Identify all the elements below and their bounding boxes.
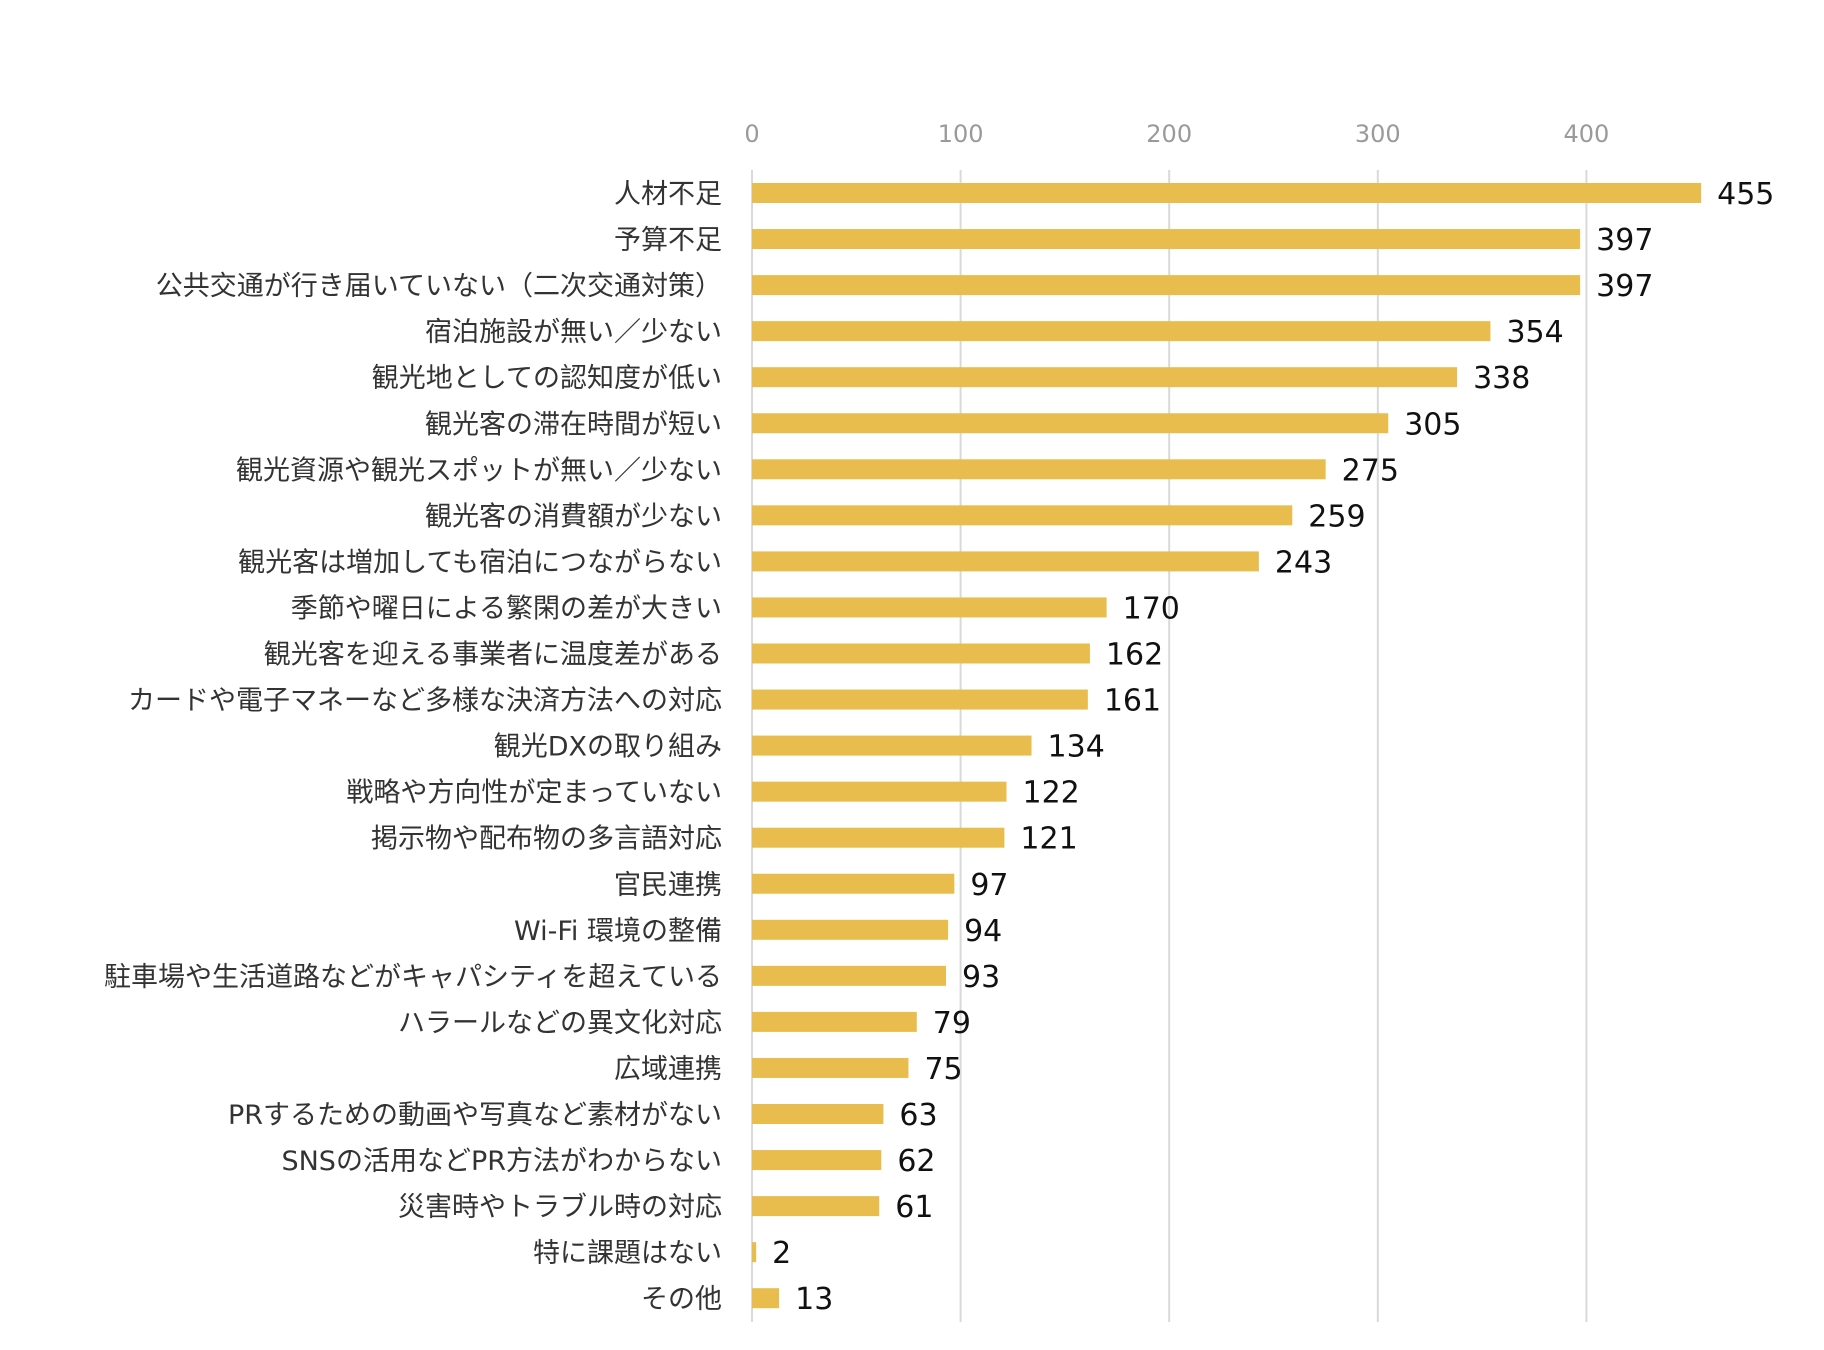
category-label: PRするための動画や写真など素材がない xyxy=(228,1100,722,1131)
value-label: 134 xyxy=(1048,730,1105,765)
value-label: 61 xyxy=(895,1190,933,1225)
category-label: 掲示物や配布物の多言語対応 xyxy=(371,824,722,855)
category-label: 人材不足 xyxy=(614,179,722,210)
bar xyxy=(752,781,1007,802)
value-label: 275 xyxy=(1342,453,1399,488)
value-label: 63 xyxy=(899,1098,937,1133)
category-label: 公共交通が行き届いていない（二次交通対策） xyxy=(156,271,722,302)
bar xyxy=(752,275,1581,296)
bar xyxy=(752,1288,780,1309)
value-label: 397 xyxy=(1596,223,1653,258)
category-label: 予算不足 xyxy=(614,225,722,256)
value-label: 121 xyxy=(1020,822,1077,857)
category-label: 観光客は増加しても宿泊につながらない xyxy=(238,547,722,578)
category-label: 観光客を迎える事業者に温度差がある xyxy=(264,640,722,671)
category-label: 戦略や方向性が定まっていない xyxy=(346,778,722,809)
category-label: カードや電子マネーなど多様な決済方法への対応 xyxy=(128,686,722,717)
category-label: ハラールなどの異文化対応 xyxy=(398,1008,722,1039)
value-label: 243 xyxy=(1275,545,1332,580)
bar xyxy=(752,551,1259,572)
bar xyxy=(752,505,1293,526)
value-label: 75 xyxy=(924,1052,962,1087)
value-label: 97 xyxy=(970,868,1008,903)
category-label: その他 xyxy=(641,1284,722,1315)
bar xyxy=(752,1057,909,1078)
category-label: 観光地としての認知度が低い xyxy=(372,363,722,394)
bar xyxy=(752,827,1005,848)
bars xyxy=(752,183,1702,1309)
category-label: SNSの活用などPR方法がわからない xyxy=(281,1146,722,1177)
bar xyxy=(752,1150,882,1171)
x-axis-ticks: 0 100 200 300 400 xyxy=(744,120,1609,148)
x-tick-label: 400 xyxy=(1563,120,1609,148)
value-label: 170 xyxy=(1123,591,1180,626)
value-label: 122 xyxy=(1022,776,1079,811)
value-label: 305 xyxy=(1404,407,1461,442)
value-label: 13 xyxy=(795,1282,833,1317)
x-tick-label: 200 xyxy=(1146,120,1192,148)
bar xyxy=(752,873,955,894)
value-label: 94 xyxy=(964,914,1002,949)
bar xyxy=(752,597,1107,618)
bar xyxy=(752,689,1088,710)
value-label: 62 xyxy=(897,1144,935,1179)
x-tick-label: 100 xyxy=(938,120,984,148)
category-label: 観光資源や観光スポットが無い／少ない xyxy=(236,455,722,486)
category-label: 宿泊施設が無い／少ない xyxy=(425,317,722,348)
bar xyxy=(752,413,1389,434)
bar xyxy=(752,183,1702,203)
category-label: 観光DXの取り組み xyxy=(494,732,722,763)
category-label: 災害時やトラブル時の対応 xyxy=(398,1192,722,1223)
value-label: 79 xyxy=(933,1006,971,1041)
x-tick-label: 300 xyxy=(1355,120,1401,148)
bar xyxy=(752,321,1491,342)
category-label: 官民連携 xyxy=(614,870,722,901)
category-label: 特に課題はない xyxy=(533,1238,722,1269)
value-label: 259 xyxy=(1308,499,1365,534)
bar xyxy=(752,735,1032,756)
x-tick-label: 0 xyxy=(744,120,759,148)
value-label: 2 xyxy=(772,1236,791,1271)
bar xyxy=(752,229,1581,250)
bar xyxy=(752,1104,884,1124)
bar xyxy=(752,643,1090,664)
bar xyxy=(752,1011,917,1032)
bar xyxy=(752,965,946,986)
category-label: 広域連携 xyxy=(614,1054,722,1085)
category-label: Wi-Fi 環境の整備 xyxy=(514,916,722,947)
bar xyxy=(752,459,1326,480)
value-labels: 4553973973543383052752592431701621611341… xyxy=(772,177,1774,1317)
category-label: 駐車場や生活道路などがキャパシティを超えている xyxy=(104,962,722,993)
value-label: 354 xyxy=(1506,315,1563,350)
bar xyxy=(752,367,1458,388)
gridlines xyxy=(751,170,1588,1322)
bar xyxy=(752,1242,757,1263)
category-label: 観光客の消費額が少ない xyxy=(425,501,722,532)
value-label: 161 xyxy=(1104,684,1161,719)
bar xyxy=(752,1196,880,1217)
value-label: 162 xyxy=(1106,638,1163,673)
bar xyxy=(752,919,949,940)
value-label: 338 xyxy=(1473,361,1530,396)
category-label: 季節や曜日による繁閑の差が大きい xyxy=(291,593,722,624)
value-label: 93 xyxy=(962,960,1000,995)
value-label: 455 xyxy=(1717,177,1774,212)
value-label: 397 xyxy=(1596,269,1653,304)
category-label: 観光客の滞在時間が短い xyxy=(425,409,722,440)
